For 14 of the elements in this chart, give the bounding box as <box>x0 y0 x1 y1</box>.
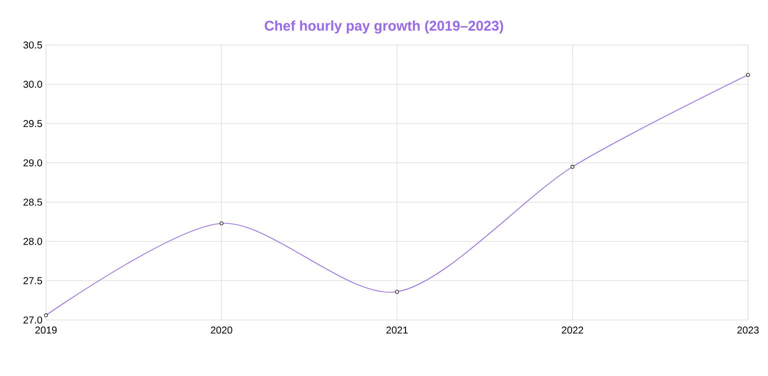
x-tick-label: 2020 <box>210 326 232 334</box>
y-tick-label: 27.0 <box>24 316 42 324</box>
x-tick-label: 2019 <box>35 326 57 334</box>
y-tick-label: 27.5 <box>24 277 42 284</box>
y-tick-label: 28.5 <box>24 198 42 206</box>
x-tick-label: 2022 <box>562 326 584 334</box>
x-tick-label: 2021 <box>386 326 408 334</box>
y-tick-label: 29.5 <box>24 120 42 128</box>
y-tick-label: 30.5 <box>23 41 42 49</box>
y-tick-label: 28.0 <box>24 238 42 245</box>
chart-title: Chef hourly pay growth (2019–2023) <box>264 20 504 34</box>
x-tick-label: 2023 <box>737 326 759 334</box>
y-tick-label: 29.0 <box>24 159 42 166</box>
y-tick-label: 30.0 <box>23 80 42 88</box>
